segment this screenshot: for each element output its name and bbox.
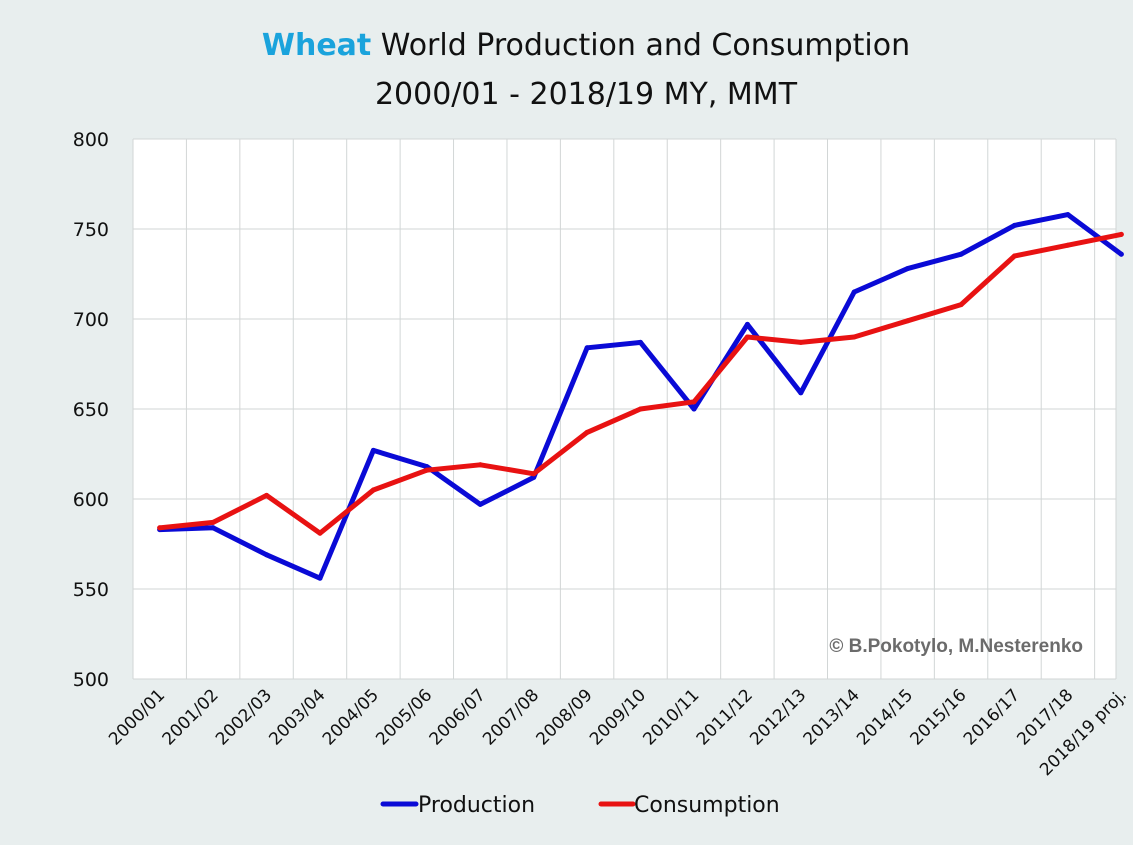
data-point-production [584,345,590,351]
data-point-production [958,251,964,257]
data-point-production [1012,222,1017,228]
data-point-production [691,406,697,412]
x-tick-label: 2004/05 [319,685,383,749]
legend-label-consumption: Consumption [634,793,780,818]
y-tick-label: 600 [73,489,109,511]
x-tick-label: 2014/15 [853,685,917,749]
data-point-production [798,390,804,396]
data-point-production [905,266,911,272]
data-point-consumption [370,487,376,493]
y-tick-label: 750 [73,219,109,241]
y-tick-label: 650 [73,399,109,421]
data-point-consumption [691,399,697,405]
x-tick-label: 2011/12 [693,685,757,749]
x-tick-label: 2013/14 [800,685,864,749]
y-tick-label: 500 [73,669,109,691]
x-tick-label: 2007/08 [479,685,543,749]
chart-title-line1: Wheat World Production and Consumption [262,28,910,63]
x-tick-label: 2005/06 [372,685,436,749]
x-tick-label: 2012/13 [746,685,810,749]
x-axis-tick-labels: 2000/012001/022002/032003/042004/052005/… [105,685,1131,780]
x-tick-label: 2000/01 [105,685,169,749]
x-tick-label: 2015/16 [907,685,971,749]
data-point-production [317,575,323,581]
series-lines [157,212,1124,581]
x-tick-label: 2001/02 [159,685,223,749]
data-point-production [851,289,857,295]
data-point-production [264,552,270,558]
data-point-consumption [584,429,590,435]
data-point-consumption [210,519,216,525]
data-point-production [1118,251,1124,257]
data-point-consumption [1118,231,1124,237]
data-point-consumption [531,471,537,477]
y-tick-label: 550 [73,579,109,601]
data-point-consumption [157,525,163,531]
data-point-consumption [1012,253,1017,259]
data-point-consumption [905,318,911,324]
data-point-production [638,339,643,345]
data-point-consumption [744,334,750,340]
x-tick-label: 2003/04 [265,685,329,749]
horizontal-gridlines [133,138,1116,680]
data-point-consumption [264,492,270,498]
data-point-consumption [1065,242,1071,248]
x-tick-label: 2006/07 [426,685,490,749]
x-tick-label: 2016/17 [960,685,1024,749]
y-axis-tick-labels: 500 550 600 650 700 750 800 [73,129,109,691]
data-point-production [531,474,537,480]
data-point-consumption [424,467,430,473]
legend: Production Consumption [380,793,780,818]
x-tick-label: 2010/11 [639,685,703,749]
y-tick-label: 800 [73,129,109,151]
data-point-consumption [638,406,643,412]
data-point-production [1065,212,1071,218]
chart-title-line2: 2000/01 - 2018/19 MY, MMT [375,77,798,112]
copyright-annotation: © B.Pokotylo, M.Nesterenko [829,636,1083,657]
data-point-production [370,447,376,453]
data-point-consumption [851,334,857,340]
data-point-consumption [958,302,964,308]
y-tick-label: 700 [73,309,109,331]
data-point-production [210,525,216,531]
chart-title-rest: World Production and Consumption [371,28,910,63]
x-tick-label: 2009/10 [586,685,650,749]
data-point-consumption [317,530,323,536]
x-tick-label: 2008/09 [533,685,597,749]
data-point-production [477,501,483,507]
legend-label-production: Production [418,793,535,818]
x-tick-label: 2002/03 [212,685,276,749]
data-point-consumption [477,462,483,468]
data-point-production [744,321,750,327]
data-point-consumption [798,339,804,345]
chart-title-highlight: Wheat [262,28,371,63]
